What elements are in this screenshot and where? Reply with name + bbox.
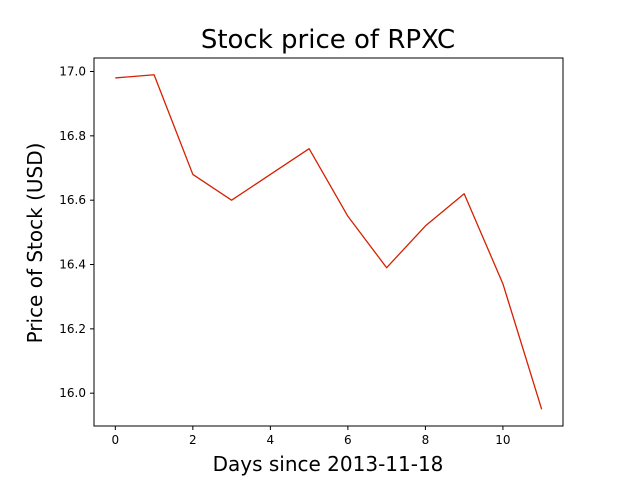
plot-area: 0 2 4 6 8 10 16.0 16.2 16.4 16.6 16.8 17.0: [59, 57, 564, 447]
y-tick-label: 16.8: [59, 129, 86, 143]
x-axis-title: Days since 2013-11-18: [213, 452, 444, 476]
x-tick-label: 2: [189, 433, 197, 447]
chart-title: Stock price of RPXC: [201, 25, 455, 55]
x-tick-label: 4: [267, 433, 275, 447]
series-line-0: [115, 74, 543, 410]
y-tick-label: 17.0: [59, 65, 86, 79]
axes-frame: [93, 57, 564, 427]
y-axis-title: Price of Stock (USD): [23, 143, 47, 344]
y-tick-label: 16.6: [59, 193, 86, 207]
y-tick-label: 16.2: [59, 322, 86, 336]
x-tick-label: 10: [495, 433, 510, 447]
x-tick-label: 8: [422, 433, 430, 447]
y-tick-label: 16.4: [59, 258, 86, 272]
x-tick-label: 0: [111, 433, 119, 447]
y-tick-label: 16.0: [59, 386, 86, 400]
x-tick-label: 6: [344, 433, 352, 447]
